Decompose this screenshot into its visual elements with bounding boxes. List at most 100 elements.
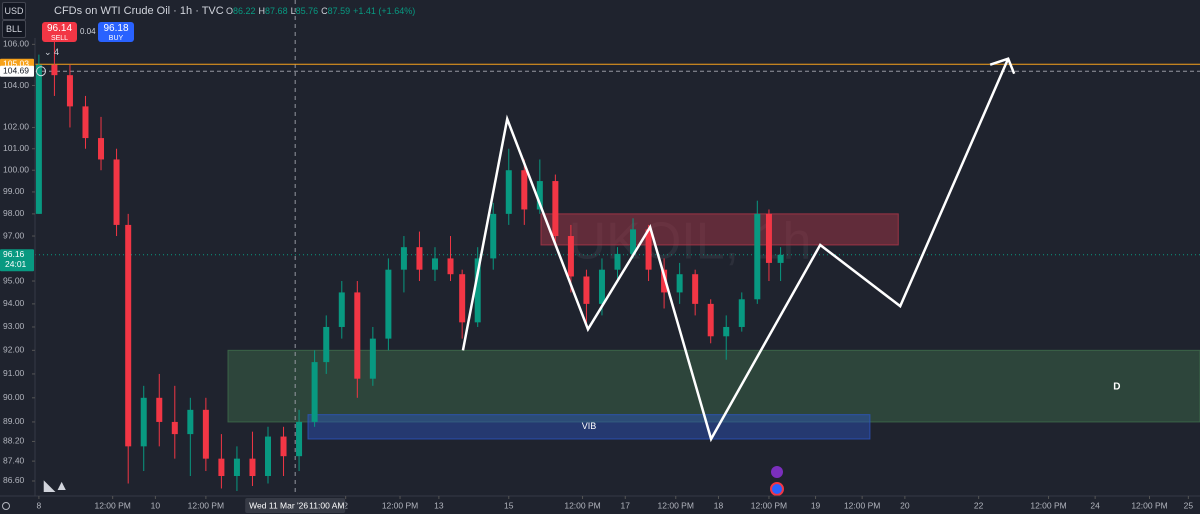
candle-body [369, 338, 376, 379]
x-tick-label: 24 [1090, 500, 1100, 510]
crosshair-date: Wed 11 Mar '26 [249, 500, 308, 510]
settings-icon [2, 502, 10, 510]
y-tick-label: 100.00 [3, 164, 29, 174]
crosshair-label-bg [245, 498, 346, 513]
candle-body [354, 292, 361, 379]
candle-body [630, 229, 637, 254]
candle-body [754, 213, 761, 300]
y-tick-label: 91.00 [3, 368, 25, 378]
candle-body [490, 213, 497, 259]
price-label-bg [0, 65, 34, 77]
ohlc-key: C [321, 6, 328, 16]
candle-body [521, 170, 528, 210]
candle-body [723, 326, 730, 337]
zone [227, 349, 1200, 423]
x-tick-label: 17 [621, 500, 631, 510]
candle-body [552, 181, 559, 237]
candle-body [598, 269, 605, 304]
y-tick-label: 87.40 [3, 455, 25, 465]
y-tick-label: 88.20 [3, 436, 25, 446]
candle-body [218, 458, 225, 477]
indicator-count: 4 [54, 47, 60, 57]
candle-body [233, 458, 240, 477]
candle-body [202, 409, 209, 459]
indicator-toggle[interactable]: ⌄ 4 [44, 47, 60, 57]
tv-logo[interactable]: ◣▲ [44, 477, 69, 493]
candle-body [765, 213, 772, 263]
event-icon [770, 482, 784, 496]
x-tick-label: 12:00 PM [751, 500, 787, 510]
y-tick-label: 89.00 [3, 416, 25, 426]
candle-body [614, 253, 621, 270]
buy-button[interactable]: 96.18 BUY [98, 22, 134, 42]
candle-body [66, 75, 73, 107]
x-tick-label: 22 [974, 500, 984, 510]
buy-price: 96.18 [103, 23, 129, 34]
candle-body [431, 258, 438, 270]
candle-body [171, 421, 178, 435]
candle-body [676, 274, 683, 293]
candle-body [98, 138, 105, 160]
candle-body [738, 299, 745, 327]
candle-body [35, 64, 42, 214]
zone-label: VIB [582, 421, 597, 431]
candle-body [583, 276, 590, 304]
y-tick-label: 106.00 [3, 39, 29, 49]
sell-button[interactable]: 96.14 SELL [42, 22, 77, 42]
crosshair-time: 11:00 AM [309, 500, 344, 510]
candle-body [400, 247, 407, 270]
candle-body [113, 159, 120, 225]
arrow-head [989, 57, 1016, 75]
x-tick-label: 12:00 PM [658, 500, 694, 510]
candle-body [82, 106, 89, 139]
y-tick-label: 98.00 [3, 208, 25, 218]
y-tick-label: 92.00 [3, 345, 25, 355]
x-tick-label: 12:00 PM [564, 500, 600, 510]
price-label: 105.03 [3, 58, 29, 68]
x-tick-label: 15 [504, 500, 514, 510]
candle-body [416, 247, 423, 270]
ohlc-value: 87.68 [265, 6, 288, 16]
x-tick-label: 20 [900, 500, 910, 510]
zone [307, 414, 871, 440]
candle-body [249, 458, 256, 477]
y-tick-label: 86.60 [3, 475, 25, 485]
x-tick-label: 12:00 PM [382, 500, 418, 510]
sell-label: SELL [50, 35, 69, 42]
ohlc-key: H [258, 6, 266, 16]
x-tick-label: 10 [151, 500, 161, 510]
x-tick-label: 12:00 PM [1131, 500, 1167, 510]
y-tick-label: 97.00 [3, 230, 25, 240]
price-marker [36, 66, 46, 77]
ohlc-value: +1.41 (+1.64%) [353, 6, 416, 16]
candle-body [474, 258, 481, 323]
candle-body [125, 224, 132, 447]
unit-button[interactable]: BLL [2, 20, 26, 38]
y-tick-label: 95.00 [3, 275, 25, 285]
x-tick-label: 13 [434, 500, 444, 510]
candle-body [645, 229, 652, 270]
candle-body [311, 362, 318, 422]
currency-button[interactable]: USD [2, 2, 26, 20]
candle-body [536, 181, 543, 210]
y-tick-label: 99.00 [3, 186, 25, 196]
price-label: 96.16 [3, 249, 25, 259]
symbol-title[interactable]: CFDs on WTI Crude Oil · 1h · TVC [54, 5, 224, 17]
buy-label: BUY [108, 35, 124, 42]
y-tick-label: 90.00 [3, 392, 25, 402]
y-tick-label: 104.00 [3, 80, 29, 90]
candle-body [323, 326, 330, 363]
ohlc-key: L [290, 6, 296, 16]
zone [540, 213, 899, 246]
price-label-bg [0, 249, 34, 272]
candle-body [707, 303, 714, 337]
x-tick-label: 25 [1184, 500, 1194, 510]
ohlc-key: O [226, 6, 234, 16]
sell-price: 96.14 [46, 23, 73, 34]
y-tick-label: 93.00 [3, 321, 25, 331]
candle-body [447, 258, 454, 275]
x-tick-label: 19 [811, 500, 821, 510]
countdown: 24:01 [5, 259, 27, 269]
